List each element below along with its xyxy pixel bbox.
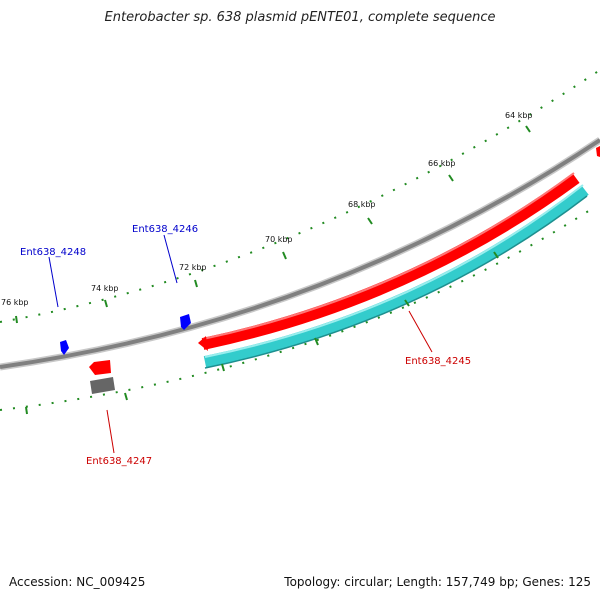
inner-major-tick-6 bbox=[493, 251, 499, 259]
ruler-label-68: 68 kbp bbox=[348, 200, 376, 209]
backbone bbox=[0, 138, 600, 369]
gene-label-4248[interactable]: Ent638_4248 bbox=[20, 247, 86, 258]
inner-major-tick-2 bbox=[124, 392, 128, 401]
outer-tick-dots bbox=[0, 69, 600, 323]
ruler-label-76: 76 kbp bbox=[1, 298, 29, 307]
ruler-label-74: 74 kbp bbox=[91, 284, 119, 293]
forward-feature-arrowhead bbox=[198, 336, 208, 351]
label-line-4246 bbox=[163, 234, 178, 284]
ruler-label-70: 70 kbp bbox=[265, 235, 293, 244]
forward-feature-arc bbox=[198, 172, 580, 351]
outer-tick-ring bbox=[0, 69, 600, 324]
ruler-label-72: 72 kbp bbox=[179, 263, 207, 272]
label-line-4248 bbox=[48, 256, 59, 308]
sequence-summary-text: Topology: circular; Length: 157,749 bp; … bbox=[284, 575, 591, 589]
major-tick-68 bbox=[367, 217, 373, 225]
label-line-4245 bbox=[408, 310, 433, 353]
gene-label-4247[interactable]: Ent638_4247 bbox=[86, 456, 152, 467]
gene-label-4246[interactable]: Ent638_4246 bbox=[132, 224, 198, 235]
major-tick-74 bbox=[104, 299, 108, 308]
inner-major-tick-3 bbox=[221, 363, 225, 372]
major-tick-64 bbox=[525, 125, 531, 133]
gene-4247-marker bbox=[89, 360, 111, 375]
map-title: Enterobacter sp. 638 plasmid pENTE01, co… bbox=[104, 10, 496, 25]
edge-forward-marker bbox=[596, 146, 600, 157]
inner-tick-ring bbox=[0, 209, 591, 415]
inner-major-tick-4 bbox=[314, 337, 319, 346]
ruler-labels: 64 kbp 66 kbp 68 kbp 70 kbp 72 kbp 74 kb… bbox=[1, 111, 533, 307]
major-tick-66 bbox=[448, 174, 454, 182]
inner-major-tick-5 bbox=[404, 299, 410, 307]
cds-feature-highlight bbox=[204, 184, 584, 358]
major-tick-70 bbox=[282, 251, 287, 260]
gene-4248-marker bbox=[60, 340, 69, 355]
ruler-label-66: 66 kbp bbox=[428, 159, 456, 168]
major-tick-76 bbox=[15, 315, 18, 324]
label-line-4247 bbox=[106, 409, 115, 454]
forward-feature-highlight bbox=[202, 172, 575, 340]
gene-4246-marker bbox=[180, 314, 191, 330]
ruler-label-64: 64 kbp bbox=[505, 111, 533, 120]
accession-text: Accession: NC_009425 bbox=[9, 575, 146, 589]
forward-feature-body bbox=[201, 173, 580, 350]
gene-label-4245[interactable]: Ent638_4245 bbox=[405, 356, 471, 367]
inner-tick-dots bbox=[0, 209, 591, 411]
inner-major-tick-1 bbox=[25, 406, 28, 415]
major-tick-72 bbox=[194, 279, 198, 288]
cds-feature-body bbox=[203, 185, 589, 368]
other-feature-marker bbox=[90, 377, 115, 394]
